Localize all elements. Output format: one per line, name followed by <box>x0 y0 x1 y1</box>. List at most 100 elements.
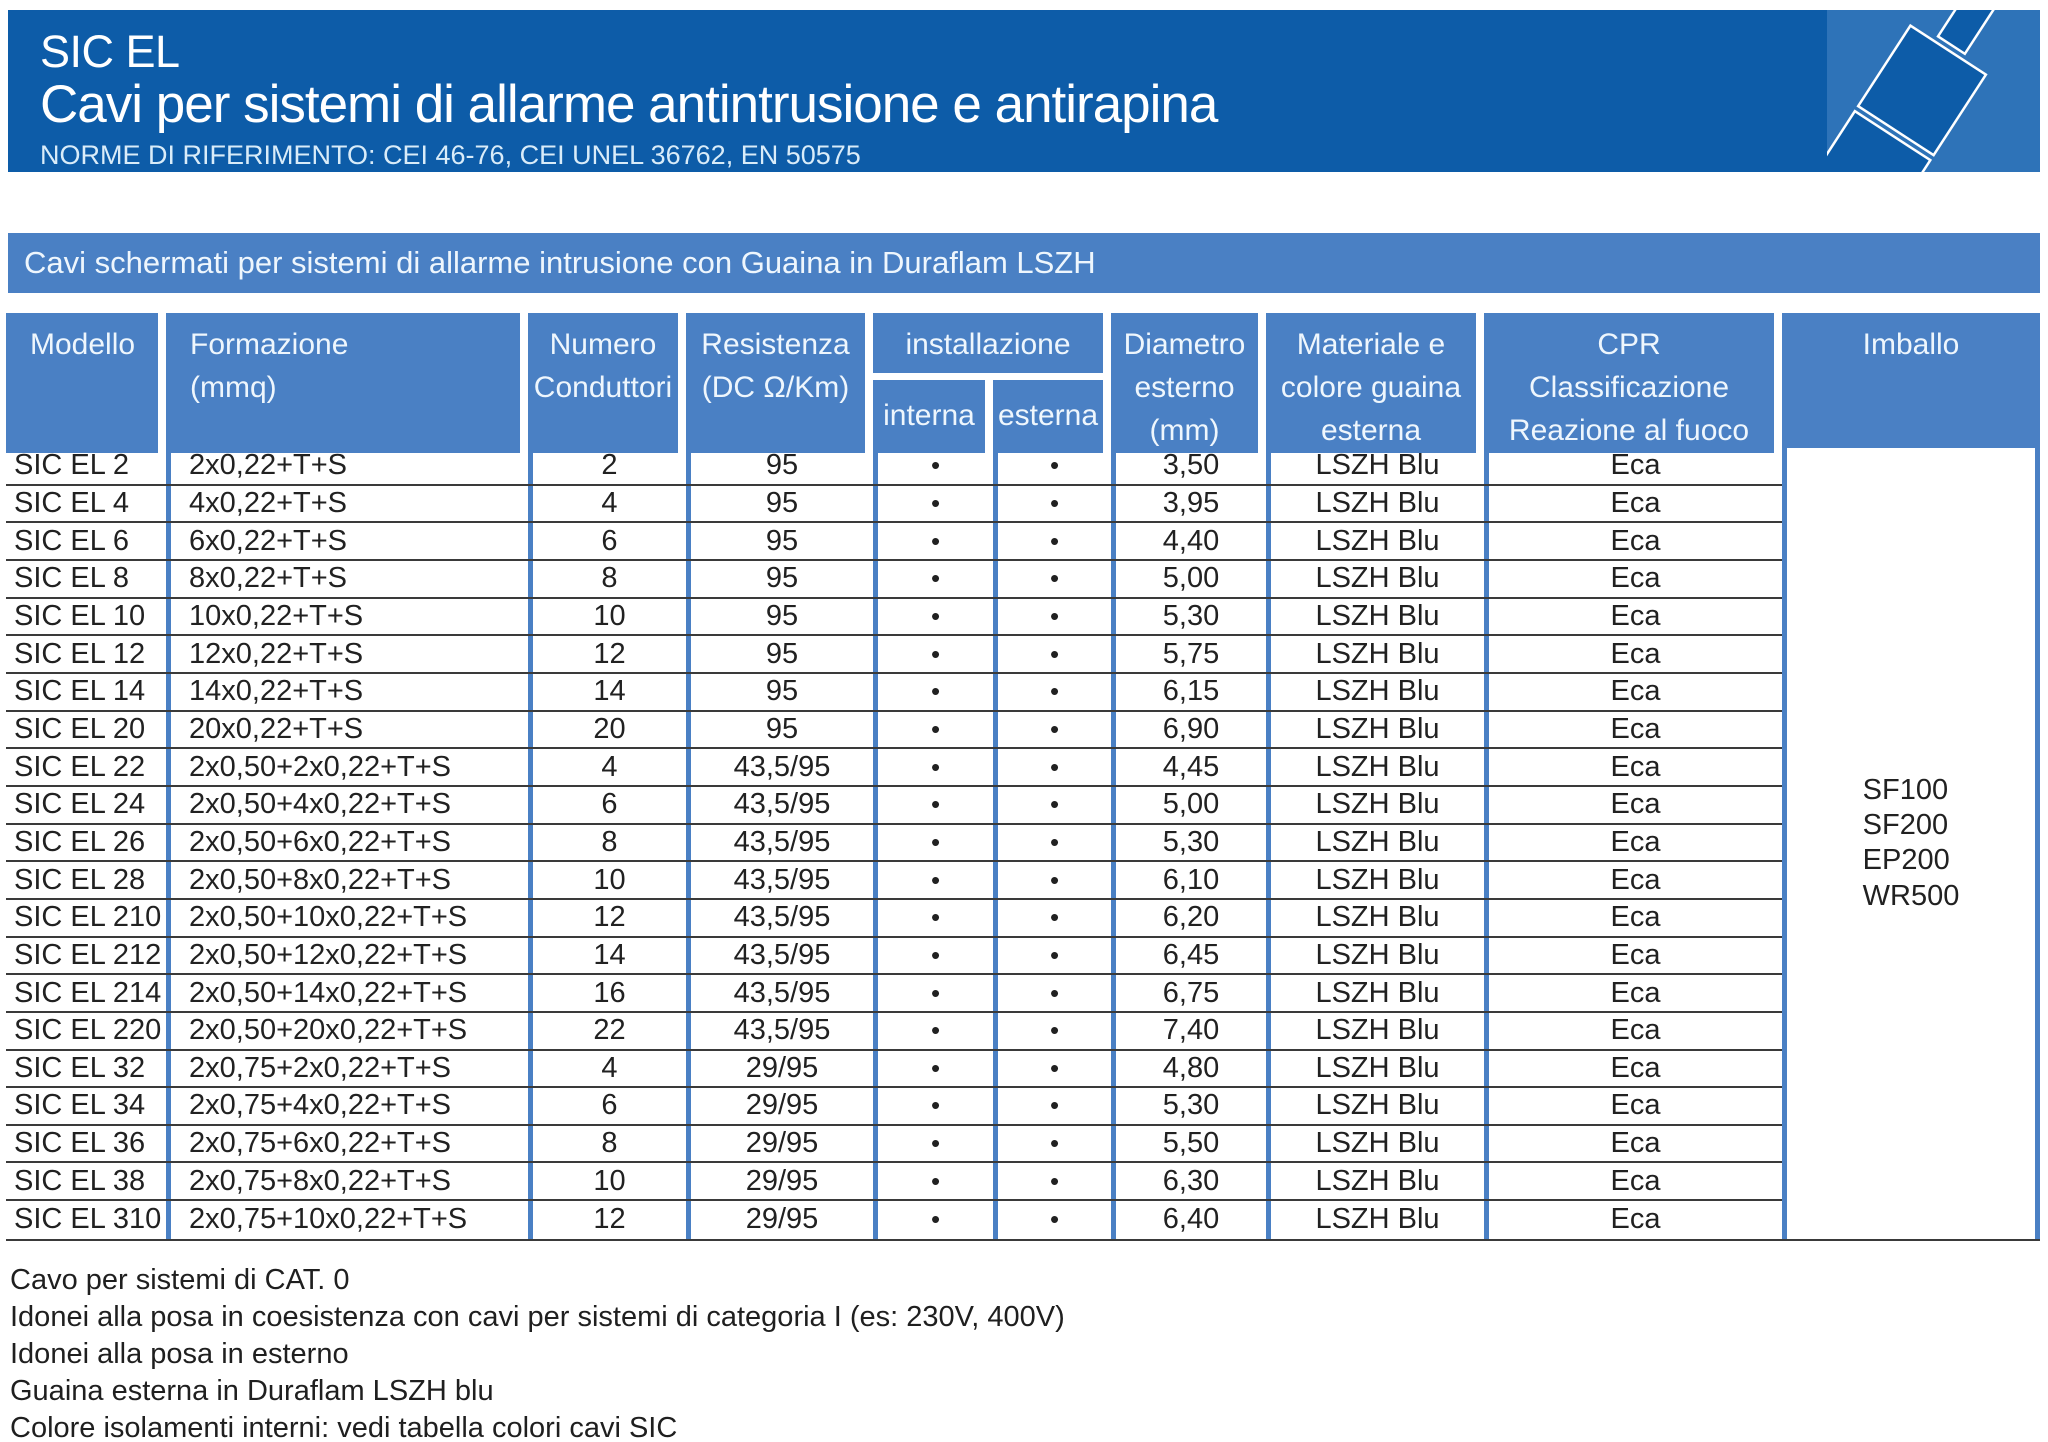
cell-installazione-interna: • <box>873 673 993 710</box>
imballo-values: SF100 SF200 EP200 WR500 <box>1863 773 1960 915</box>
cell-diametro-esterno: 5,00 <box>1111 786 1266 823</box>
cell-resistenza: 95 <box>686 523 873 559</box>
cell-modello: SIC EL 34 <box>14 1089 146 1122</box>
cell-cpr: Eca <box>1484 636 1782 672</box>
col-header-guaina-cell: Materiale e colore guaina esterna <box>1266 313 1484 453</box>
footnotes: Cavo per sistemi di CAT. 0 Idonei alla po… <box>10 1262 1065 1442</box>
cell-modello: SIC EL 26 <box>14 825 146 858</box>
cell-cpr: Eca <box>1484 711 1782 748</box>
cell-formazione: 2x0,50+14x0,22+T+S <box>166 975 528 1011</box>
cell-guaina: LSZH Blu <box>1266 824 1484 861</box>
cell-guaina: LSZH Blu <box>1266 485 1484 522</box>
cell-conduttori: 6 <box>528 786 686 823</box>
cell-diametro-esterno: 3,50 <box>1111 448 1266 484</box>
cable-plug-icon <box>1777 0 2040 302</box>
table-row: SIC EL 214 2x0,50+14x0,22+T+S 16 43,5/95 • • 6… <box>6 975 1782 1013</box>
cell-installazione-interna: • <box>873 937 993 974</box>
cell-diametro-esterno: 6,15 <box>1111 673 1266 710</box>
cell-resistenza: 43,5/95 <box>686 937 873 974</box>
cell-guaina: LSZH Blu <box>1266 598 1484 635</box>
cell-formazione: 14x0,22+T+S <box>166 673 528 710</box>
table-row: SIC EL 26 2x0,50+6x0,22+T+S 8 43,5/95 • • 5,30… <box>6 824 1782 863</box>
table-row: SIC EL 36 2x0,75+6x0,22+T+S 8 29/95 • • 5,50 LS… <box>6 1125 1782 1164</box>
col-header-installazione-group: installazione interna esterna <box>873 313 1111 453</box>
cell-formazione: 2x0,75+2x0,22+T+S <box>166 1050 528 1087</box>
cell-modello: SIC EL 38 <box>14 1164 146 1197</box>
table-row: SIC EL 8 8x0,22+T+S 8 95 • • 5,00 LSZH Blu Eca <box>6 560 1782 599</box>
cell-cpr: Eca <box>1484 560 1782 597</box>
cell-guaina: LSZH Blu <box>1266 899 1484 936</box>
cell-formazione: 4x0,22+T+S <box>166 485 528 522</box>
cell-installazione-esterna: • <box>993 560 1111 597</box>
cell-conduttori: 4 <box>528 749 686 785</box>
cell-formazione: 6x0,22+T+S <box>166 523 528 559</box>
cell-installazione-interna: • <box>873 636 993 672</box>
cell-formazione: 10x0,22+T+S <box>166 598 528 635</box>
cell-formazione: 2x0,75+10x0,22+T+S <box>166 1201 528 1239</box>
cell-resistenza: 95 <box>686 636 873 672</box>
cell-installazione-interna: • <box>873 485 993 522</box>
table-row: SIC EL 2 2x0,22+T+S 2 95 • • 3,50 LSZH Blu Eca <box>6 448 1782 486</box>
cell-modello: SIC EL 2 <box>14 449 129 482</box>
table-row: SIC EL 6 6x0,22+T+S 6 95 • • 4,40 LSZH Blu Eca <box>6 523 1782 561</box>
cell-guaina: LSZH Blu <box>1266 862 1484 898</box>
cell-resistenza: 29/95 <box>686 1088 873 1124</box>
col-header-installazione: installazione <box>873 313 1103 373</box>
col-header-conduttori-cell: Numero Conduttori <box>528 313 686 453</box>
cell-installazione-esterna: • <box>993 448 1111 484</box>
cell-resistenza: 43,5/95 <box>686 975 873 1011</box>
table-row: SIC EL 212 2x0,50+12x0,22+T+S 14 43,5/95 • • 6… <box>6 937 1782 976</box>
footnote-line: Idonei alla posa in esterno <box>10 1338 349 1370</box>
cell-modello: SIC EL 24 <box>14 788 146 821</box>
table-row: SIC EL 14 14x0,22+T+S 14 95 • • 6,15 LSZH Blu Ec… <box>6 673 1782 712</box>
cell-resistenza: 43,5/95 <box>686 899 873 936</box>
cable-spec-table: Modello Formazione (mmq) Numero Condutto… <box>6 313 2040 1241</box>
col-header-modello: Modello <box>6 313 158 453</box>
col-header-cpr: CPR Classificazione Reazione al fuoco <box>1484 313 1774 453</box>
col-header-imballo: Imballo <box>1782 313 2040 453</box>
cell-installazione-esterna: • <box>993 523 1111 559</box>
cell-installazione-interna: • <box>873 1050 993 1087</box>
table-row: SIC EL 4 4x0,22+T+S 4 95 • • 3,95 LSZH Blu Eca <box>6 485 1782 524</box>
table-row: SIC EL 28 2x0,50+8x0,22+T+S 10 43,5/95 • • 6,1… <box>6 862 1782 900</box>
cable-plug-illustration <box>1777 0 2040 302</box>
cell-installazione-interna: • <box>873 862 993 898</box>
cell-cpr: Eca <box>1484 1201 1782 1239</box>
table-row: SIC EL 22 2x0,50+2x0,22+T+S 4 43,5/95 • • 4,45… <box>6 749 1782 787</box>
table-row: SIC EL 10 10x0,22+T+S 10 95 • • 5,30 LSZH Blu Ec… <box>6 598 1782 637</box>
table-row: SIC EL 12 12x0,22+T+S 12 95 • • 5,75 LSZH Blu Ec… <box>6 636 1782 674</box>
cell-cpr: Eca <box>1484 1050 1782 1087</box>
col-header-modello-cell: Modello <box>6 313 166 453</box>
cell-cpr: Eca <box>1484 1125 1782 1162</box>
table-row: SIC EL 210 2x0,50+10x0,22+T+S 12 43,5/95 • • 6… <box>6 899 1782 938</box>
cell-resistenza: 95 <box>686 711 873 748</box>
cell-resistenza: 95 <box>686 560 873 597</box>
cell-cpr: Eca <box>1484 598 1782 635</box>
cell-installazione-interna: • <box>873 1088 993 1124</box>
cell-installazione-interna: • <box>873 448 993 484</box>
cell-conduttori: 10 <box>528 598 686 635</box>
cell-guaina: LSZH Blu <box>1266 711 1484 748</box>
cell-conduttori: 16 <box>528 975 686 1011</box>
cell-conduttori: 22 <box>528 1012 686 1049</box>
footnote-line: Idonei alla posa in coesistenza con cavi… <box>10 1301 1065 1333</box>
cell-modello: SIC EL 12 <box>14 637 146 670</box>
table-header: Modello Formazione (mmq) Numero Condutto… <box>6 313 2040 453</box>
cell-installazione-esterna: • <box>993 636 1111 672</box>
cell-formazione: 12x0,22+T+S <box>166 636 528 672</box>
cell-guaina: LSZH Blu <box>1266 937 1484 974</box>
cell-modello: SIC EL 4 <box>14 486 129 519</box>
cell-cpr: Eca <box>1484 899 1782 936</box>
cell-installazione-interna: • <box>873 975 993 1011</box>
cell-resistenza: 29/95 <box>686 1163 873 1200</box>
cell-modello: SIC EL 210 <box>14 901 162 934</box>
cell-resistenza: 43,5/95 <box>686 749 873 785</box>
cell-installazione-esterna: • <box>993 862 1111 898</box>
cell-diametro-esterno: 6,45 <box>1111 937 1266 974</box>
cell-installazione-esterna: • <box>993 1050 1111 1087</box>
cell-formazione: 2x0,50+6x0,22+T+S <box>166 824 528 861</box>
cell-diametro-esterno: 5,75 <box>1111 636 1266 672</box>
cell-diametro-esterno: 4,45 <box>1111 749 1266 785</box>
cell-conduttori: 8 <box>528 1125 686 1162</box>
cell-conduttori: 10 <box>528 1163 686 1200</box>
